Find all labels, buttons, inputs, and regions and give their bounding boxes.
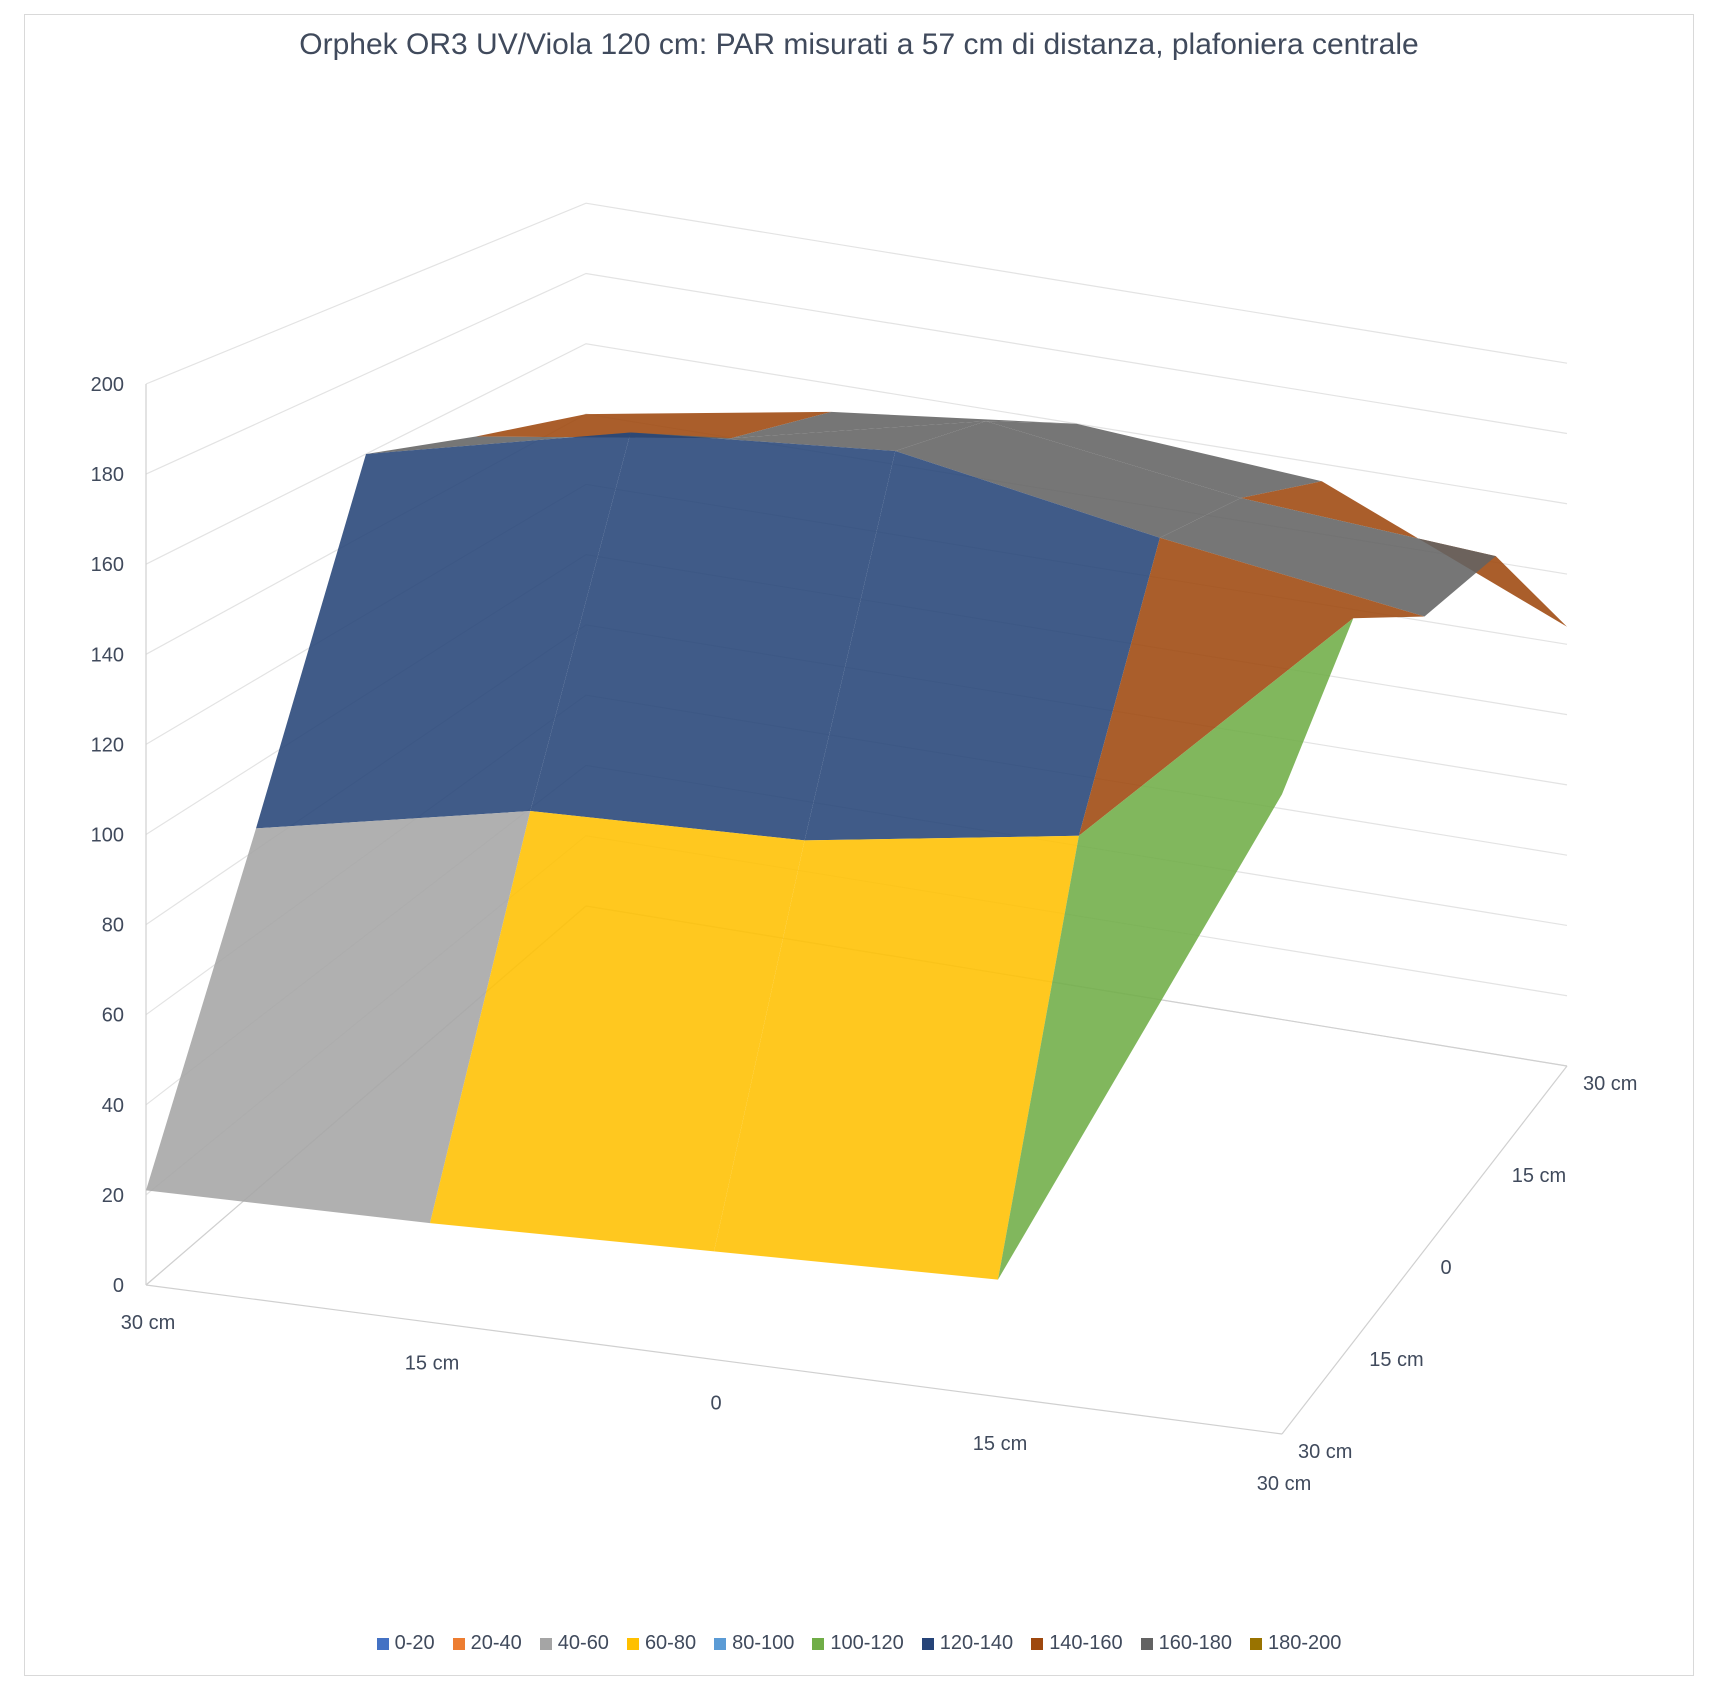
surface-cell [1159,498,1496,617]
legend-label: 40-60 [557,1632,609,1654]
surface-cell [1078,537,1425,836]
surface-cell [804,451,1160,841]
surface-cell [985,421,1322,498]
axis-line [1281,1065,1568,1435]
legend-label: 20-40 [470,1632,522,1654]
z-tick-label: 180 [91,464,124,486]
surface-cell [530,432,896,841]
legend-label: 60-80 [644,1632,697,1654]
legend-swatch [714,1637,727,1650]
legend: 0-20 20-40 40-60 60-80 80-100 100-120 120-140 1… [0,1632,1718,1655]
surface-cell [895,421,1241,538]
x-tick-label: 0 [710,1393,721,1415]
legend-swatch [376,1637,389,1650]
surface-cell [630,421,986,451]
gridline [145,202,1568,385]
y-tick-label: 15 cm [1369,1349,1423,1371]
legend-label: 80-100 [732,1632,795,1654]
legend-item: 120-140 [921,1632,1014,1655]
legend-swatch [539,1637,552,1650]
z-tick-label: 80 [102,915,124,937]
z-tick-label: 100 [91,825,124,847]
tick-labels: 0 20 40 60 80 100 120 140 160 180 200 30 cm 15 cm 0 15… [91,374,1638,1495]
z-tick-label: 40 [102,1095,124,1117]
legend-swatch [921,1637,934,1650]
z-tick-label: 120 [91,734,124,756]
y-tick-label: 15 cm [1512,1165,1566,1187]
y-tick-label: 30 cm [1298,1441,1352,1463]
legend-swatch [1031,1637,1044,1650]
surface-cell [476,411,832,439]
legend-label: 120-140 [939,1632,1014,1654]
legend-label: 0-20 [394,1632,435,1654]
legend-swatch [1140,1637,1153,1650]
x-tick-label: 30 cm [1257,1473,1311,1495]
surface-cell [1240,481,1567,627]
legend-item: 160-180 [1140,1632,1232,1655]
legend-item: 100-120 [812,1632,904,1655]
legend-item: 40-60 [539,1632,609,1655]
z-tick-label: 20 [102,1185,124,1207]
z-tick-label: 160 [91,554,124,576]
z-tick-label: 200 [91,374,124,396]
x-tick-label: 30 cm [121,1312,175,1334]
legend-swatch [812,1637,825,1650]
legend-label: 180-200 [1268,1632,1342,1654]
legend-swatch [452,1637,465,1650]
y-tick-label: 30 cm [1583,1073,1637,1095]
surface-cell [430,811,805,1252]
legend-label: 140-160 [1049,1632,1123,1654]
legend-item: 0-20 [376,1632,435,1655]
legend-item: 140-160 [1031,1632,1123,1655]
surface-cell [730,411,1077,439]
surface-cell [146,811,531,1224]
legend-swatch [626,1637,639,1650]
z-tick-label: 140 [91,644,124,666]
legend-item: 60-80 [626,1632,697,1655]
gridline [145,343,1568,565]
legend-item: 180-200 [1250,1632,1341,1655]
legend-swatch [1250,1637,1262,1650]
chart-title: Orphek OR3 UV/Viola 120 cm: PAR misurati… [299,28,1419,61]
surface-cell [256,432,631,829]
surface [146,411,1567,1280]
surface-cell [998,618,1354,1280]
legend-label: 100-120 [830,1632,904,1654]
surface-cell [714,835,1079,1280]
legend-label: 160-180 [1158,1632,1232,1654]
x-tick-label: 15 cm [973,1433,1027,1455]
y-tick-label: 0 [1441,1257,1452,1279]
legend-item: 80-100 [714,1632,794,1655]
z-tick-label: 60 [102,1005,124,1027]
axis-line [145,1284,1283,1435]
legend-item: 20-40 [452,1632,522,1655]
z-tick-label: 0 [113,1275,124,1297]
surface-cell [366,432,731,454]
gridline [145,272,1568,475]
x-tick-label: 15 cm [405,1352,459,1374]
